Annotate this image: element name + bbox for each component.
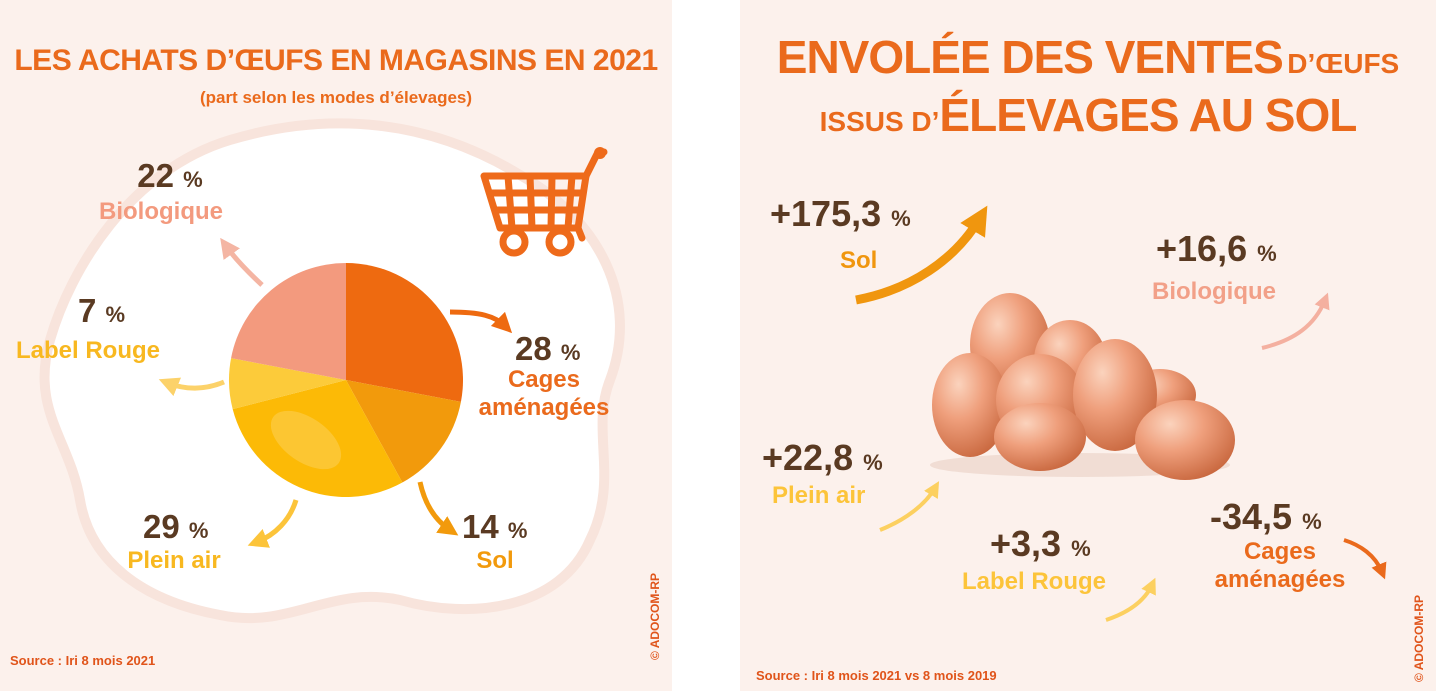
- label-cages-pct: 28 %: [515, 330, 581, 367]
- label-biologique: 22 %: [137, 157, 203, 194]
- change-label-sol: Sol: [840, 247, 878, 274]
- eggs-icon: [930, 293, 1235, 480]
- arrow-sol-up: [855, 205, 988, 305]
- page-subtitle: (part selon les modes d’élevages): [199, 88, 473, 107]
- arrow-plein-air-up: [879, 481, 940, 532]
- pointer-arrows: [158, 237, 513, 548]
- arrow-biologique: [220, 237, 264, 287]
- copyright: © ADOCOM-RP: [648, 572, 662, 660]
- arrow-plein-air: [247, 499, 299, 548]
- label-label-rouge-pct: 7 %: [78, 292, 126, 329]
- page-title: LES ACHATS D’ŒUFS EN MAGASINS EN 2021: [14, 44, 658, 77]
- pie-slice-sol: [346, 380, 461, 483]
- change-label-cages: Cages aménagées: [1214, 538, 1346, 593]
- change-label-biologique: Biologique: [1152, 278, 1276, 305]
- source-note-right: Source : Iri 8 mois 2021 vs 8 mois 2019: [756, 668, 997, 683]
- page-title-right: ENVOLÉE DES VENTES D’ŒUFS: [776, 31, 1400, 83]
- change-biologique: +16,6 %: [1156, 228, 1277, 269]
- arrow-sol: [417, 481, 459, 536]
- arrow-bio-up: [1261, 292, 1330, 350]
- change-label-rouge: +3,3 %: [990, 523, 1091, 564]
- page-title-right-line2: ISSUS D’ÉLEVAGES AU SOL: [819, 89, 1358, 141]
- copyright-right: © ADOCOM-RP: [1412, 594, 1426, 682]
- right-infographic: ENVOLÉE DES VENTES D’ŒUFS ISSUS D’ÉLEVAG…: [740, 0, 1436, 691]
- slice-label-cages: Cages aménagées: [478, 366, 610, 421]
- label-sol-pct: 14 %: [462, 508, 528, 545]
- arrow-label-rouge: [158, 377, 225, 397]
- change-plein-air: +22,8 %: [762, 437, 883, 478]
- arrow-cages-down: [1343, 538, 1387, 580]
- change-label-plein-air: Plein air: [772, 482, 866, 509]
- arrow-cages: [449, 309, 513, 334]
- trend-arrows: [855, 205, 1387, 622]
- slice-label-sol: Sol: [476, 547, 514, 574]
- arrow-label-rouge-up: [1105, 577, 1156, 622]
- slice-label-plein-air: Plein air: [127, 547, 221, 574]
- shopping-cart-icon: [480, 147, 608, 257]
- pie-slice-cages-am-nag-es: [346, 263, 464, 402]
- source-note: Source : Iri 8 mois 2021: [10, 653, 156, 668]
- left-infographic: LES ACHATS D’ŒUFS EN MAGASINS EN 2021 (p…: [0, 0, 672, 691]
- change-cages: -34,5 %: [1210, 496, 1322, 537]
- pie-highlight: [270, 410, 342, 470]
- slice-label-label-rouge: Label Rouge: [16, 337, 161, 364]
- pie-slice-biologique: [231, 263, 346, 380]
- label-plein-air-pct: 29 %: [143, 508, 209, 545]
- pie-slice-label-rouge: [229, 358, 346, 410]
- pie-slice-plein-air: [232, 380, 403, 498]
- slice-label-biologique: Biologique: [99, 198, 223, 225]
- change-label-label-rouge: Label Rouge: [962, 568, 1107, 595]
- change-sol: +175,3 %: [770, 193, 911, 234]
- pie-chart: [229, 263, 464, 498]
